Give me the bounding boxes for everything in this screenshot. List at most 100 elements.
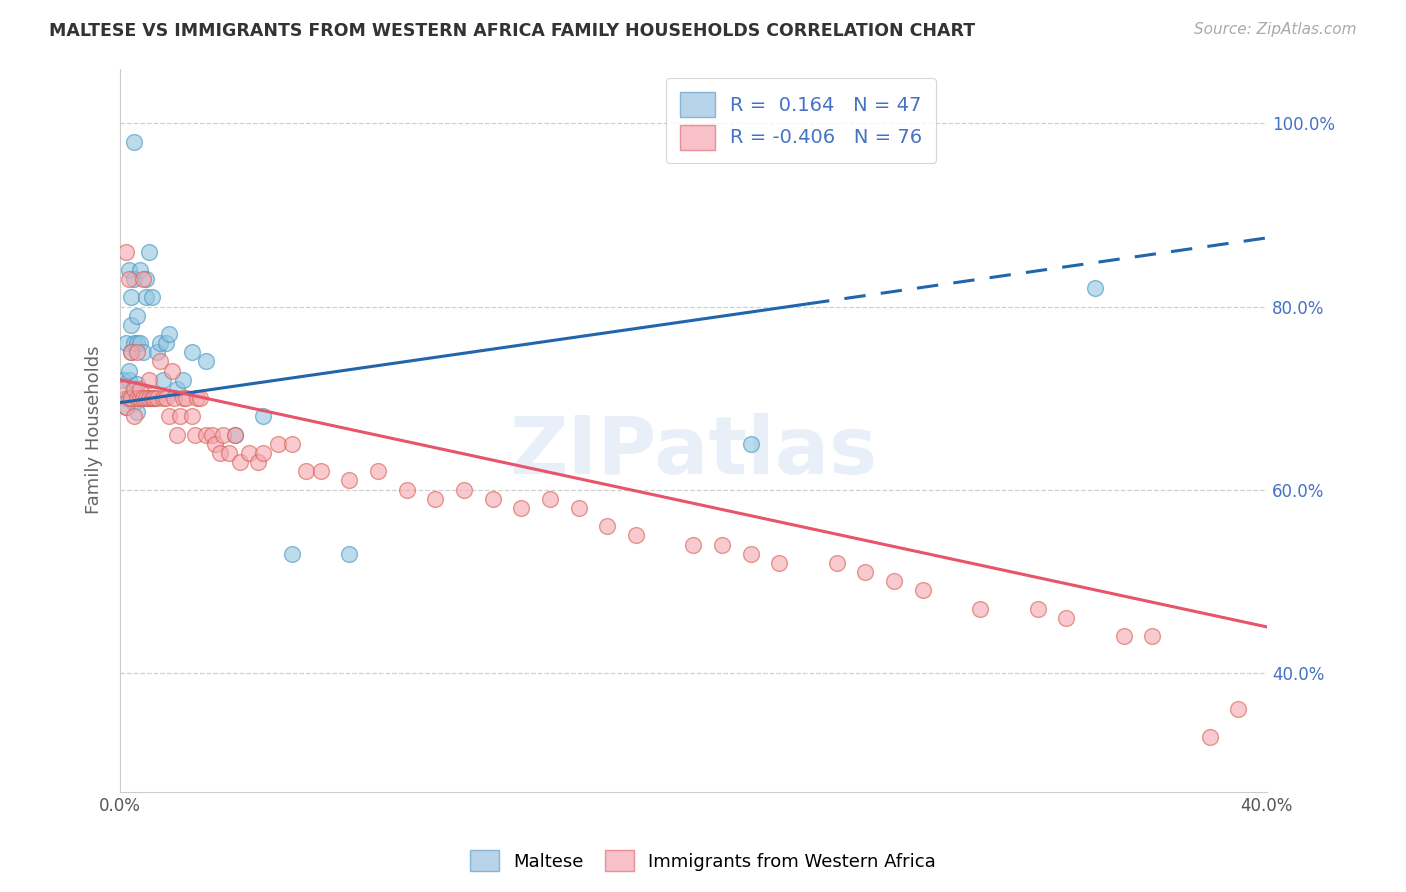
Point bbox=[124, 382, 146, 396]
Point bbox=[481, 491, 503, 506]
Point bbox=[209, 446, 232, 460]
Point bbox=[453, 483, 475, 497]
Point bbox=[132, 345, 155, 359]
Point bbox=[195, 427, 218, 442]
Point bbox=[117, 373, 139, 387]
Point bbox=[143, 391, 166, 405]
Point bbox=[143, 391, 166, 405]
Legend: Maltese, Immigrants from Western Africa: Maltese, Immigrants from Western Africa bbox=[463, 843, 943, 879]
Point bbox=[124, 336, 146, 351]
Point bbox=[295, 464, 318, 478]
Point bbox=[337, 474, 360, 488]
Point bbox=[155, 336, 177, 351]
Point bbox=[114, 401, 136, 415]
Point bbox=[120, 391, 142, 405]
Point bbox=[114, 336, 136, 351]
Point bbox=[124, 382, 146, 396]
Point bbox=[117, 391, 139, 405]
Point bbox=[129, 263, 152, 277]
Point bbox=[127, 309, 149, 323]
Point bbox=[135, 272, 157, 286]
Point bbox=[124, 409, 146, 424]
Point bbox=[224, 427, 246, 442]
Point bbox=[395, 483, 418, 497]
Point bbox=[1140, 629, 1163, 643]
Point bbox=[127, 377, 149, 392]
Point bbox=[117, 272, 139, 286]
Point bbox=[138, 373, 160, 387]
Point bbox=[229, 455, 252, 469]
Point bbox=[538, 491, 561, 506]
Point bbox=[218, 446, 240, 460]
Text: ZIPatlas: ZIPatlas bbox=[509, 413, 877, 491]
Point bbox=[740, 437, 762, 451]
Point bbox=[114, 391, 136, 405]
Point bbox=[146, 345, 169, 359]
Point bbox=[124, 272, 146, 286]
Point bbox=[149, 336, 172, 351]
Point bbox=[174, 391, 197, 405]
Point bbox=[141, 290, 163, 304]
Point bbox=[252, 409, 274, 424]
Point bbox=[768, 556, 790, 570]
Point bbox=[120, 345, 142, 359]
Point bbox=[124, 391, 146, 405]
Point bbox=[149, 354, 172, 368]
Point bbox=[172, 373, 194, 387]
Point bbox=[281, 547, 304, 561]
Point bbox=[188, 391, 211, 405]
Point bbox=[132, 272, 155, 286]
Point bbox=[825, 556, 848, 570]
Point bbox=[129, 391, 152, 405]
Point bbox=[740, 547, 762, 561]
Point bbox=[117, 363, 139, 377]
Point bbox=[1054, 611, 1077, 625]
Point bbox=[155, 391, 177, 405]
Point bbox=[114, 244, 136, 259]
Point bbox=[166, 382, 188, 396]
Point bbox=[1026, 601, 1049, 615]
Point bbox=[568, 500, 591, 515]
Point bbox=[682, 537, 704, 551]
Point bbox=[138, 391, 160, 405]
Point bbox=[1084, 281, 1107, 295]
Point bbox=[337, 547, 360, 561]
Point bbox=[1227, 702, 1250, 716]
Point bbox=[152, 373, 174, 387]
Y-axis label: Family Households: Family Households bbox=[86, 346, 103, 515]
Point bbox=[152, 391, 174, 405]
Point bbox=[166, 427, 188, 442]
Point bbox=[186, 391, 208, 405]
Point bbox=[132, 391, 155, 405]
Point bbox=[238, 446, 260, 460]
Point bbox=[127, 405, 149, 419]
Point bbox=[111, 382, 134, 396]
Text: Source: ZipAtlas.com: Source: ZipAtlas.com bbox=[1194, 22, 1357, 37]
Point bbox=[111, 373, 134, 387]
Point bbox=[120, 391, 142, 405]
Point bbox=[180, 345, 202, 359]
Point bbox=[129, 336, 152, 351]
Point bbox=[124, 135, 146, 149]
Point bbox=[160, 363, 183, 377]
Point bbox=[180, 409, 202, 424]
Point bbox=[281, 437, 304, 451]
Point bbox=[183, 427, 205, 442]
Point bbox=[883, 574, 905, 589]
Point bbox=[1112, 629, 1135, 643]
Legend: R =  0.164   N = 47, R = -0.406   N = 76: R = 0.164 N = 47, R = -0.406 N = 76 bbox=[666, 78, 936, 163]
Point bbox=[120, 345, 142, 359]
Point bbox=[138, 244, 160, 259]
Point bbox=[120, 318, 142, 332]
Point bbox=[127, 336, 149, 351]
Point bbox=[266, 437, 288, 451]
Point bbox=[309, 464, 332, 478]
Point bbox=[969, 601, 991, 615]
Point bbox=[711, 537, 734, 551]
Point bbox=[425, 491, 447, 506]
Point bbox=[117, 263, 139, 277]
Point bbox=[114, 401, 136, 415]
Point bbox=[212, 427, 235, 442]
Point bbox=[201, 427, 224, 442]
Point bbox=[146, 391, 169, 405]
